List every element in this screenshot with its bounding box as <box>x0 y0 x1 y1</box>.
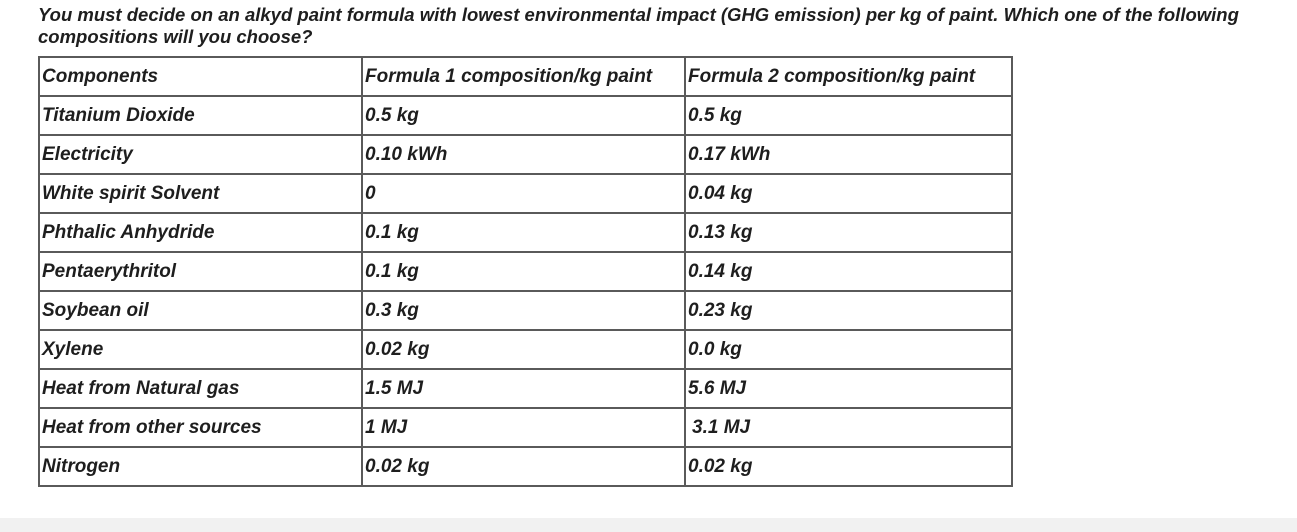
question-text: You must decide on an alkyd paint formul… <box>38 4 1239 47</box>
table-row: Electricity 0.10 kWh 0.17 kWh <box>38 134 1013 175</box>
value-cell: Formula 2 composition/kg paint <box>684 56 1013 97</box>
table-row: Xylene 0.02 kg 0.0 kg <box>38 329 1013 370</box>
value-cell: 0.10 kWh <box>361 134 686 175</box>
value-cell: Formula 1 composition/kg paint <box>361 56 686 97</box>
table-row: Titanium Dioxide 0.5 kg 0.5 kg <box>38 95 1013 136</box>
component-cell: Phthalic Anhydride <box>38 212 363 253</box>
component-cell: Xylene <box>38 329 363 370</box>
value-cell: 0.17 kWh <box>684 134 1013 175</box>
component-cell: Heat from other sources <box>38 407 363 448</box>
table-row: Heat from Natural gas 1.5 MJ 5.6 MJ <box>38 368 1013 409</box>
table-row: Heat from other sources 1 MJ 3.1 MJ <box>38 407 1013 448</box>
value-cell: 0.5 kg <box>361 95 686 136</box>
component-cell: Electricity <box>38 134 363 175</box>
composition-table: Components Formula 1 composition/kg paint… <box>38 56 1013 487</box>
value-cell: 0.13 kg <box>684 212 1013 253</box>
value-cell: 0.14 kg <box>684 251 1013 292</box>
table-row: White spirit Solvent 0 0.04 kg <box>38 173 1013 214</box>
component-cell: Heat from Natural gas <box>38 368 363 409</box>
header-row: Components Formula 1 composition/kg paint… <box>38 56 1013 97</box>
table-row: Soybean oil 0.3 kg 0.23 kg <box>38 290 1013 331</box>
value-cell: 5.6 MJ <box>684 368 1013 409</box>
component-cell: White spirit Solvent <box>38 173 363 214</box>
value-cell: 0.23 kg <box>684 290 1013 331</box>
value-cell: 0.02 kg <box>361 446 686 487</box>
table-row: Pentaerythritol 0.1 kg 0.14 kg <box>38 251 1013 292</box>
value-cell: 0.3 kg <box>361 290 686 331</box>
value-cell: 1.5 MJ <box>361 368 686 409</box>
bottom-band <box>0 518 1297 532</box>
value-cell: 1 MJ <box>361 407 686 448</box>
value-cell: 0.5 kg <box>684 95 1013 136</box>
value-cell: 0.02 kg <box>361 329 686 370</box>
value-cell: 0.0 kg <box>684 329 1013 370</box>
value-cell: 0.02 kg <box>684 446 1013 487</box>
table-row: Nitrogen 0.02 kg 0.02 kg <box>38 446 1013 487</box>
value-cell: 0.1 kg <box>361 251 686 292</box>
component-cell: Nitrogen <box>38 446 363 487</box>
value-cell: 0.04 kg <box>684 173 1013 214</box>
value-cell: 3.1 MJ <box>684 407 1013 448</box>
value-cell: 0 <box>361 173 686 214</box>
component-cell: Titanium Dioxide <box>38 95 363 136</box>
component-cell: Pentaerythritol <box>38 251 363 292</box>
value-cell: 0.1 kg <box>361 212 686 253</box>
component-cell: Soybean oil <box>38 290 363 331</box>
table-row: Phthalic Anhydride 0.1 kg 0.13 kg <box>38 212 1013 253</box>
component-cell: Components <box>38 56 363 97</box>
